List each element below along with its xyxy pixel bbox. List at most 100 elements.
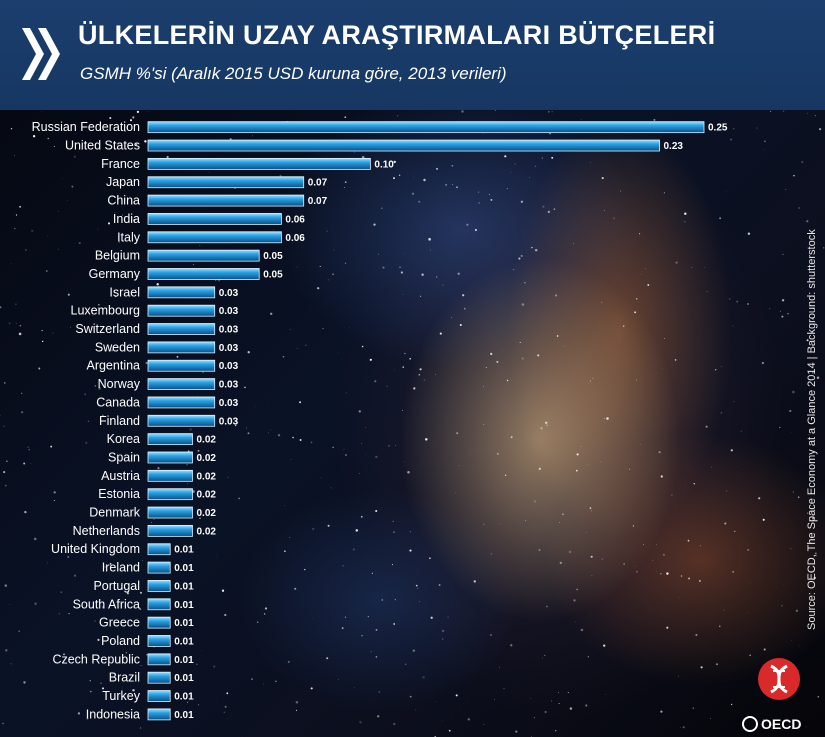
- star: [122, 214, 123, 216]
- star: [573, 599, 576, 602]
- star: [144, 140, 147, 143]
- star: [603, 418, 605, 419]
- star: [442, 719, 443, 721]
- star: [635, 379, 638, 381]
- bar: [147, 304, 216, 317]
- star: [287, 660, 290, 663]
- star: [812, 517, 814, 520]
- bar: [147, 194, 305, 207]
- star: [263, 613, 266, 615]
- star: [422, 676, 425, 679]
- star: [490, 198, 493, 201]
- value-label: 0.23: [664, 141, 684, 152]
- star: [564, 346, 566, 347]
- star: [547, 210, 550, 214]
- value-label: 0.03: [219, 361, 239, 372]
- value-label: 0.02: [197, 490, 217, 501]
- star: [402, 366, 404, 368]
- star: [101, 414, 104, 417]
- star: [439, 332, 442, 335]
- star: [623, 563, 625, 565]
- star: [342, 565, 344, 567]
- star: [756, 127, 758, 129]
- category-label: Brazil: [109, 671, 140, 685]
- value-label: 0.03: [219, 325, 239, 336]
- value-label: 0.01: [174, 545, 194, 556]
- star: [418, 601, 420, 603]
- star: [264, 607, 268, 610]
- star: [111, 249, 113, 252]
- star: [247, 351, 250, 354]
- star: [53, 499, 55, 502]
- star: [671, 494, 673, 496]
- bar: [147, 469, 193, 482]
- bar: [147, 359, 216, 372]
- star: [477, 191, 480, 193]
- value-label: 0.02: [197, 471, 217, 482]
- value-label: 0.25: [708, 123, 728, 134]
- star: [67, 555, 70, 558]
- star: [496, 360, 499, 363]
- bar: [147, 121, 705, 134]
- star: [556, 335, 559, 337]
- star: [663, 192, 665, 194]
- value-label: 0.03: [219, 343, 239, 354]
- star: [724, 522, 727, 525]
- star: [428, 238, 431, 241]
- value-label: 0.05: [263, 269, 283, 280]
- star: [34, 602, 37, 605]
- star: [251, 678, 253, 680]
- star: [787, 313, 789, 315]
- star: [483, 386, 484, 387]
- star: [413, 387, 416, 390]
- bar: [147, 671, 171, 684]
- star: [115, 549, 116, 551]
- star: [187, 450, 190, 452]
- star: [620, 190, 622, 192]
- bar: [147, 249, 260, 262]
- star: [590, 380, 592, 382]
- star: [71, 185, 74, 188]
- star: [353, 686, 355, 688]
- star: [337, 352, 339, 353]
- star: [126, 592, 130, 595]
- star: [573, 243, 575, 245]
- bar: [147, 268, 260, 280]
- star: [332, 446, 334, 448]
- star: [355, 529, 359, 532]
- star: [709, 718, 711, 719]
- star: [537, 354, 540, 357]
- star: [68, 613, 70, 615]
- value-label: 0.01: [174, 655, 194, 666]
- star: [275, 680, 277, 682]
- star: [344, 262, 347, 264]
- category-label: Canada: [96, 395, 140, 409]
- star: [247, 432, 250, 435]
- category-label: United States: [65, 139, 140, 153]
- star: [795, 609, 799, 613]
- bar: [147, 653, 171, 666]
- value-label: 0.01: [174, 600, 194, 611]
- star: [688, 577, 691, 580]
- star: [658, 451, 661, 454]
- star: [318, 152, 319, 154]
- star: [89, 680, 91, 682]
- star: [111, 385, 113, 386]
- star: [737, 466, 738, 467]
- star: [341, 627, 344, 630]
- star: [785, 189, 787, 190]
- star: [348, 327, 350, 329]
- star: [361, 635, 363, 637]
- star: [587, 464, 589, 466]
- star: [691, 267, 693, 269]
- star: [46, 270, 48, 272]
- star: [70, 326, 71, 328]
- star: [10, 128, 13, 130]
- star: [430, 616, 433, 619]
- star: [238, 497, 240, 500]
- star: [131, 203, 133, 205]
- category-label: Sweden: [95, 340, 140, 354]
- star: [558, 702, 560, 705]
- star: [295, 701, 299, 704]
- bar: [147, 433, 193, 446]
